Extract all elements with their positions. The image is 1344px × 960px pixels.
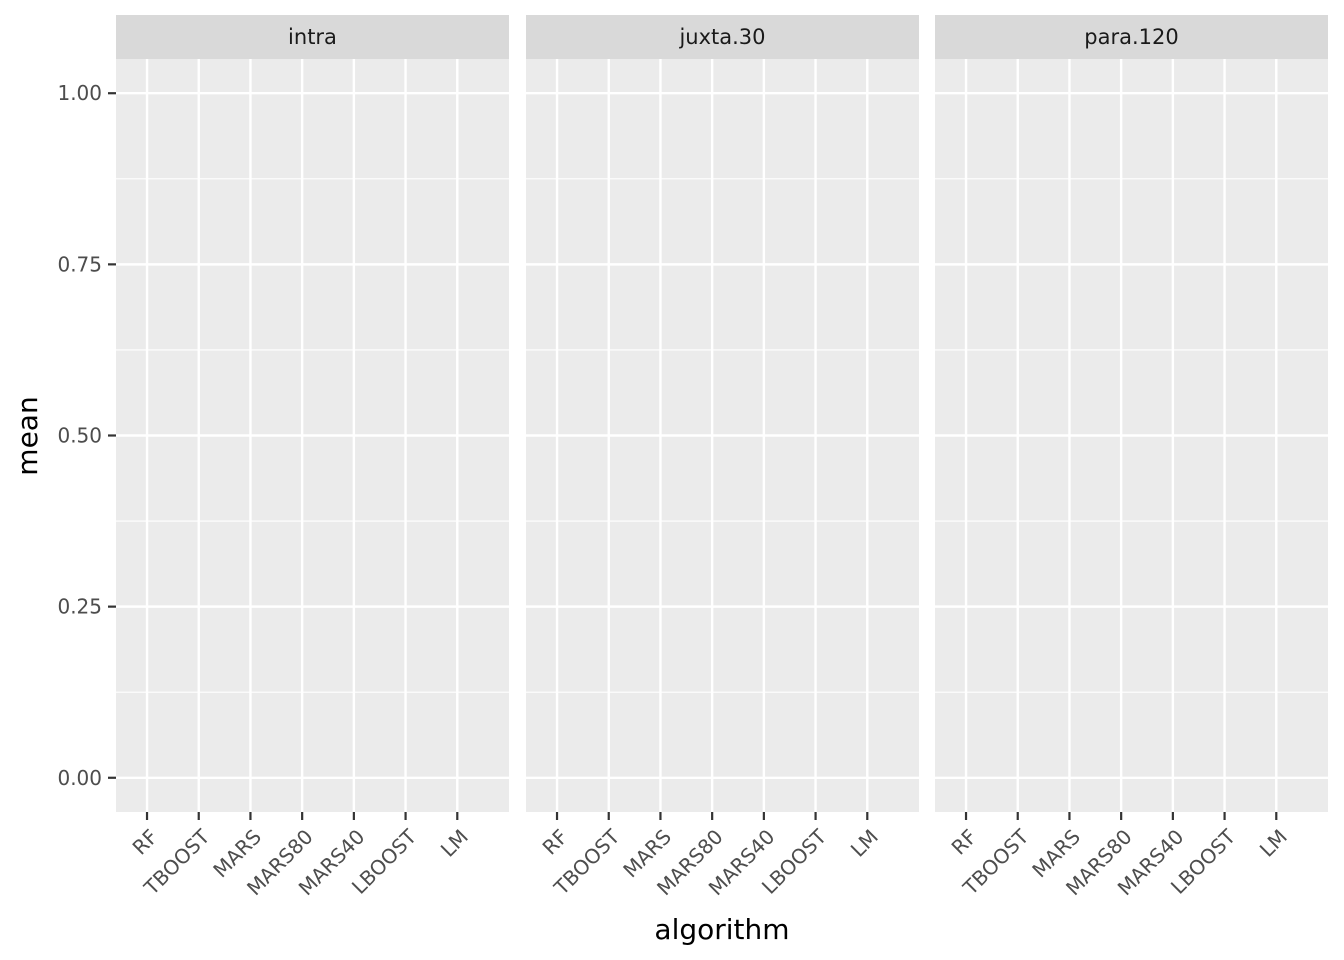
x-tick-label: LM — [846, 825, 883, 862]
facet-strip — [116, 15, 509, 59]
facet-strip-label: juxta.30 — [678, 25, 765, 49]
y-tick-label: 0.25 — [57, 595, 102, 619]
facet-strip-label: intra — [288, 25, 337, 49]
x-tick-label: RF — [947, 825, 982, 860]
y-tick-label: 0.00 — [57, 766, 102, 790]
x-axis-title: algorithm — [654, 913, 789, 946]
x-tick-label: RF — [538, 825, 573, 860]
y-tick-label: 0.75 — [57, 252, 102, 276]
x-tick-label: LM — [1255, 825, 1292, 862]
x-tick-label: RF — [128, 825, 163, 860]
y-tick-label: 1.00 — [57, 81, 102, 105]
facet-strip — [935, 15, 1328, 59]
y-tick-label: 0.50 — [57, 424, 102, 448]
facet-strip-label: para.120 — [1084, 25, 1178, 49]
y-axis: 0.00 0.25 0.50 0.75 1.00 — [57, 81, 116, 790]
x-tick-label: LM — [436, 825, 473, 862]
facet-strip — [526, 15, 919, 59]
y-axis-title: mean — [11, 396, 44, 475]
